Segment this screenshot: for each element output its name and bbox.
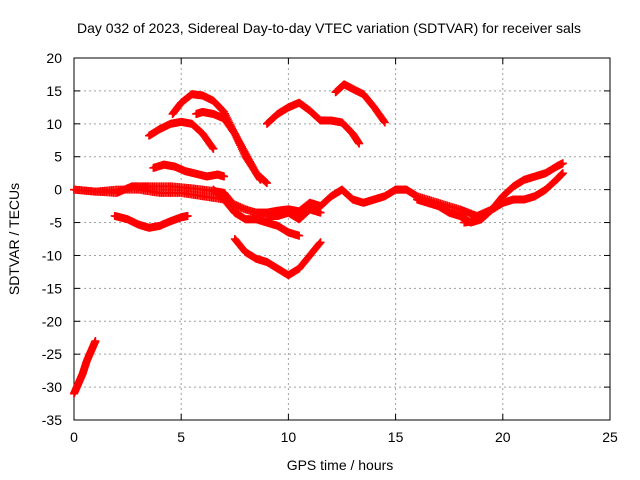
- x-tick-label: 25: [602, 429, 618, 445]
- y-tick-label: 15: [46, 83, 62, 99]
- series-arc-e: [110, 211, 192, 232]
- y-tick-label: -30: [42, 379, 62, 395]
- data-point: [220, 172, 229, 181]
- x-axis-label: GPS time / hours: [287, 457, 394, 473]
- chart-title: Day 032 of 2023, Sidereal Day-to-day VTE…: [77, 20, 581, 36]
- series-arc-i: [192, 107, 265, 184]
- x-tick-label: 10: [281, 429, 297, 445]
- y-tick-label: 10: [46, 116, 62, 132]
- y-tick-label: -15: [42, 280, 62, 296]
- data-point: [208, 143, 217, 152]
- x-tick-label: 20: [495, 429, 511, 445]
- plot-frame: [73, 57, 611, 421]
- y-tick-label: 0: [54, 182, 62, 198]
- data-point: [379, 117, 388, 126]
- data-point: [498, 198, 507, 207]
- data-points: [70, 80, 567, 398]
- series-arc-f: [70, 337, 100, 398]
- series-arc-k: [230, 235, 325, 280]
- series-arc-j: [149, 160, 229, 181]
- data-point: [295, 231, 304, 240]
- x-axis-ticks: 0 5 10 15 20 25: [70, 58, 618, 445]
- y-tick-label: -5: [50, 215, 63, 231]
- data-point: [237, 203, 246, 212]
- y-tick-label: -20: [42, 313, 62, 329]
- data-point: [262, 179, 271, 188]
- data-point: [232, 201, 241, 210]
- y-axis-ticks: -35 -30 -25 -20 -15 -10 -5 0 5 10 15 20: [42, 50, 610, 428]
- series-arc-g: [145, 117, 218, 153]
- data-point: [355, 139, 364, 148]
- data-point: [262, 178, 271, 187]
- series-arc-m: [262, 98, 364, 148]
- data-point: [234, 202, 243, 211]
- data-point: [209, 144, 218, 153]
- y-tick-label: 5: [54, 149, 62, 165]
- y-tick-label: -10: [42, 247, 62, 263]
- data-point: [316, 238, 325, 247]
- series-arc-d: [460, 198, 507, 227]
- data-point: [91, 337, 100, 346]
- x-tick-label: 5: [177, 429, 185, 445]
- y-tick-label: -25: [42, 346, 62, 362]
- data-point: [256, 175, 265, 184]
- data-point: [239, 204, 248, 213]
- data-point: [261, 177, 270, 186]
- series-arc-l: [209, 185, 304, 240]
- y-axis-label: SDTVAR / TECUs: [6, 183, 22, 295]
- data-point: [558, 159, 567, 168]
- y-tick-label: -35: [42, 412, 62, 428]
- data-point: [380, 118, 389, 127]
- y-tick-label: 20: [46, 50, 62, 66]
- series-arc-n: [331, 80, 389, 127]
- data-point: [558, 169, 567, 178]
- data-point: [183, 211, 192, 220]
- grid-lines: [74, 58, 610, 420]
- x-tick-label: 0: [70, 429, 78, 445]
- data-point: [236, 202, 245, 211]
- x-tick-label: 15: [388, 429, 404, 445]
- data-point: [316, 208, 325, 217]
- data-point: [315, 239, 324, 248]
